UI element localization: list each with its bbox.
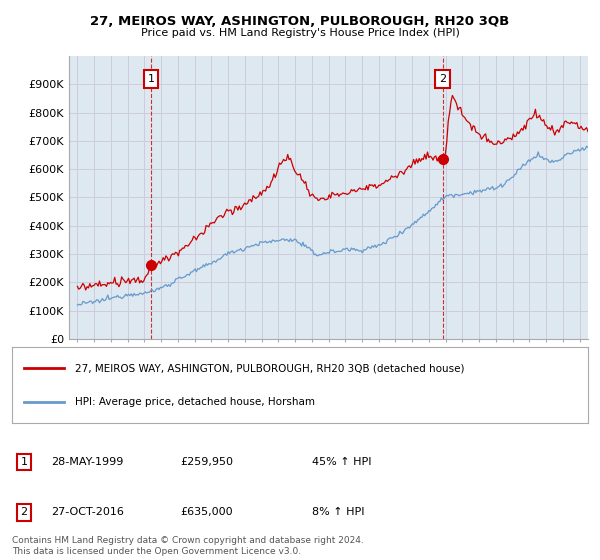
Text: £259,950: £259,950 [180, 457, 233, 467]
Text: 1: 1 [20, 457, 28, 467]
Text: 27-OCT-2016: 27-OCT-2016 [51, 507, 124, 517]
Text: Price paid vs. HM Land Registry's House Price Index (HPI): Price paid vs. HM Land Registry's House … [140, 28, 460, 38]
Text: 27, MEIROS WAY, ASHINGTON, PULBOROUGH, RH20 3QB (detached house): 27, MEIROS WAY, ASHINGTON, PULBOROUGH, R… [76, 363, 465, 374]
Text: HPI: Average price, detached house, Horsham: HPI: Average price, detached house, Hors… [76, 398, 316, 407]
Text: 2: 2 [20, 507, 28, 517]
Text: Contains HM Land Registry data © Crown copyright and database right 2024.
This d: Contains HM Land Registry data © Crown c… [12, 536, 364, 556]
Text: 8% ↑ HPI: 8% ↑ HPI [312, 507, 365, 517]
Text: 2: 2 [439, 73, 446, 83]
Text: £635,000: £635,000 [180, 507, 233, 517]
Text: 27, MEIROS WAY, ASHINGTON, PULBOROUGH, RH20 3QB: 27, MEIROS WAY, ASHINGTON, PULBOROUGH, R… [91, 15, 509, 28]
Text: 45% ↑ HPI: 45% ↑ HPI [312, 457, 371, 467]
Text: 28-MAY-1999: 28-MAY-1999 [51, 457, 124, 467]
Text: 1: 1 [148, 73, 155, 83]
